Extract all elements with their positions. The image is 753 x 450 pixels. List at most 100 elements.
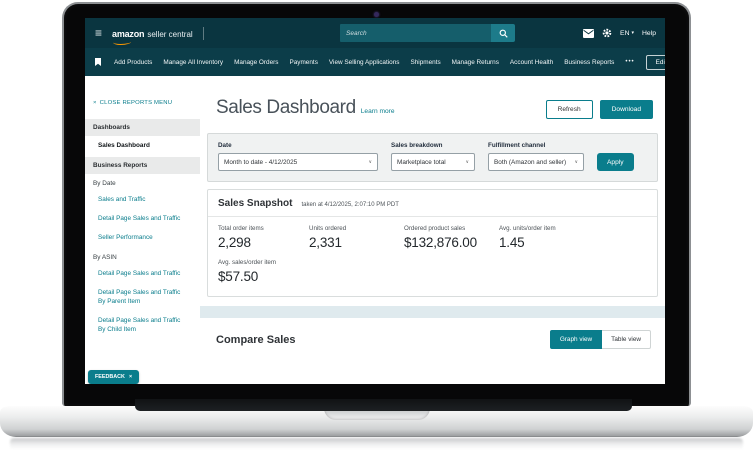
- metric-total-order-items: Total order items 2,298: [218, 225, 309, 250]
- screen: ≡ amazon seller central: [85, 18, 665, 384]
- messages-button[interactable]: [583, 28, 595, 38]
- chevron-down-icon: ▾: [631, 30, 635, 36]
- menu-item-payments[interactable]: Payments: [289, 58, 318, 66]
- menu-item-manage-returns[interactable]: Manage Returns: [451, 58, 499, 66]
- chevron-down-icon: ∨: [368, 159, 372, 164]
- fulfillment-channel-select[interactable]: Both (Amazon and seller) ∨: [488, 153, 584, 171]
- metric-avg-units-per-order: Avg. units/order item 1.45: [499, 225, 647, 250]
- metric-label: Avg. units/order item: [499, 225, 556, 232]
- language-selector[interactable]: EN ▾: [620, 30, 634, 37]
- search-input[interactable]: [340, 24, 491, 42]
- laptop-hinge: [135, 399, 632, 411]
- gear-icon: [602, 28, 612, 38]
- sidebar-item-detail-page-child-item[interactable]: Detail Page Sales and Traffic By Child I…: [98, 316, 181, 333]
- compare-sales-card: Compare Sales Graph view Table view: [200, 318, 665, 373]
- sidebar-item-detail-page-sales-traffic-date[interactable]: Detail Page Sales and Traffic: [98, 214, 181, 222]
- page-title: Sales Dashboard: [216, 97, 356, 118]
- nav-divider: [202, 26, 204, 40]
- snapshot-metrics: Total order items 2,298 Units ordered 2,…: [208, 217, 657, 296]
- webcam: [373, 12, 379, 17]
- metric-value: 2,298: [218, 235, 251, 250]
- sales-breakdown-select[interactable]: Marketplace total ∨: [391, 153, 475, 171]
- nav-right-cluster: EN ▾ Help: [583, 18, 656, 48]
- metric-value: $57.50: [218, 269, 259, 284]
- sidebar-item-detail-page-sales-traffic-asin[interactable]: Detail Page Sales and Traffic: [98, 269, 181, 277]
- main-content: Sales Dashboard Learn more Refresh Downl…: [200, 76, 665, 384]
- search-button[interactable]: [491, 24, 515, 42]
- top-nav-bar: ≡ amazon seller central: [85, 18, 665, 48]
- search-bar: [340, 24, 515, 42]
- menu-item-view-selling-applications[interactable]: View Selling Applications: [328, 58, 400, 66]
- filter-bar: Date Month to date - 4/12/2025 ∨ Sales b…: [207, 133, 658, 182]
- metric-label: Ordered product sales: [404, 225, 466, 232]
- date-filter-label: Date: [218, 142, 232, 149]
- hamburger-menu-icon[interactable]: ≡: [95, 26, 103, 40]
- chevron-down-icon: ∨: [574, 159, 578, 164]
- sales-snapshot-card: Sales Snapshot taken at 4/12/2025, 2:07:…: [207, 189, 658, 297]
- fulfillment-channel-value: Both (Amazon and seller): [494, 158, 567, 166]
- amazon-seller-central-logo[interactable]: amazon seller central: [112, 24, 193, 45]
- metric-value: 2,331: [309, 235, 342, 250]
- download-button[interactable]: Download: [599, 100, 653, 119]
- table-view-button[interactable]: Table view: [602, 330, 651, 349]
- menu-item-manage-all-inventory[interactable]: Manage All Inventory: [163, 58, 224, 66]
- apply-button[interactable]: Apply: [597, 153, 634, 171]
- search-icon: [499, 29, 508, 38]
- bookmark-icon: [95, 58, 101, 66]
- sidebar-header-dashboards: Dashboards: [85, 119, 200, 136]
- sidebar-group-by-date: By Date: [93, 180, 116, 187]
- seller-central-logo-text: seller central: [147, 30, 193, 39]
- sidebar-item-sales-and-traffic[interactable]: Sales and Traffic: [98, 196, 146, 203]
- chevron-down-icon: ∨: [465, 159, 469, 164]
- snapshot-timestamp: taken at 4/12/2025, 2:07:10 PM PDT: [301, 202, 399, 208]
- help-link[interactable]: Help: [642, 29, 656, 37]
- sidebar-item-seller-performance[interactable]: Seller Performance: [98, 233, 153, 241]
- metric-label: Total order items: [218, 225, 264, 232]
- language-code: EN: [620, 29, 630, 37]
- sales-breakdown-filter-group: Sales breakdown Marketplace total ∨: [391, 142, 475, 171]
- menu-item-manage-orders[interactable]: Manage Orders: [234, 58, 279, 66]
- laptop-reflection: [10, 438, 743, 450]
- metric-units-ordered: Units ordered 2,331: [309, 225, 404, 250]
- sales-breakdown-label: Sales breakdown: [391, 142, 443, 149]
- sidebar-item-detail-page-parent-item[interactable]: Detail Page Sales and Traffic By Parent …: [98, 288, 181, 305]
- mail-icon: [583, 28, 595, 38]
- date-filter-select[interactable]: Month to date - 4/12/2025 ∨: [218, 153, 378, 171]
- close-icon: ×: [93, 100, 97, 106]
- menu-item-shipments[interactable]: Shipments: [410, 58, 441, 66]
- reports-sidebar: × CLOSE REPORTS MENU Dashboards Sales Da…: [85, 76, 200, 384]
- metric-label: Avg. sales/order item: [218, 259, 277, 266]
- sidebar-group-by-asin: By ASIN: [93, 253, 117, 261]
- page-header: Sales Dashboard Learn more Refresh Downl…: [200, 76, 665, 119]
- feedback-close-icon[interactable]: ×: [128, 374, 133, 380]
- sidebar-header-business-reports: Business Reports: [85, 157, 200, 174]
- refresh-button[interactable]: Refresh: [545, 100, 593, 119]
- date-filter-group: Date Month to date - 4/12/2025 ∨: [218, 142, 378, 171]
- sales-snapshot-header: Sales Snapshot taken at 4/12/2025, 2:07:…: [208, 190, 657, 217]
- menu-item-business-reports[interactable]: Business Reports: [564, 58, 615, 66]
- feedback-button[interactable]: FEEDBACK ×: [88, 370, 140, 384]
- menu-bar: Add Products Manage All Inventory Manage…: [85, 48, 665, 76]
- section-divider-band: [200, 306, 665, 318]
- graph-view-button[interactable]: Graph view: [549, 330, 603, 349]
- fulfillment-channel-label: Fulfillment channel: [488, 142, 546, 149]
- close-reports-menu-label: CLOSE REPORTS MENU: [99, 100, 173, 106]
- learn-more-link[interactable]: Learn more: [360, 108, 395, 115]
- menu-item-account-health[interactable]: Account Health: [509, 58, 554, 66]
- sales-breakdown-value: Marketplace total: [397, 158, 446, 166]
- metric-label: Units ordered: [309, 225, 347, 232]
- close-reports-menu-button[interactable]: × CLOSE REPORTS MENU: [93, 100, 200, 106]
- amazon-logo-text: amazon: [112, 29, 145, 39]
- edit-menu-button[interactable]: Edit: [645, 54, 665, 70]
- settings-button[interactable]: [602, 28, 612, 38]
- menu-overflow-icon[interactable]: •••: [625, 59, 635, 65]
- view-toggle: Graph view Table view: [549, 330, 651, 349]
- favorites-button[interactable]: [95, 58, 101, 66]
- menu-item-add-products[interactable]: Add Products: [114, 58, 153, 66]
- sidebar-item-sales-dashboard[interactable]: Sales Dashboard: [98, 142, 150, 149]
- amazon-smile-icon: [113, 39, 132, 45]
- sales-snapshot-title: Sales Snapshot: [218, 198, 293, 209]
- compare-sales-title: Compare Sales: [216, 333, 296, 346]
- page-body: × CLOSE REPORTS MENU Dashboards Sales Da…: [85, 76, 665, 384]
